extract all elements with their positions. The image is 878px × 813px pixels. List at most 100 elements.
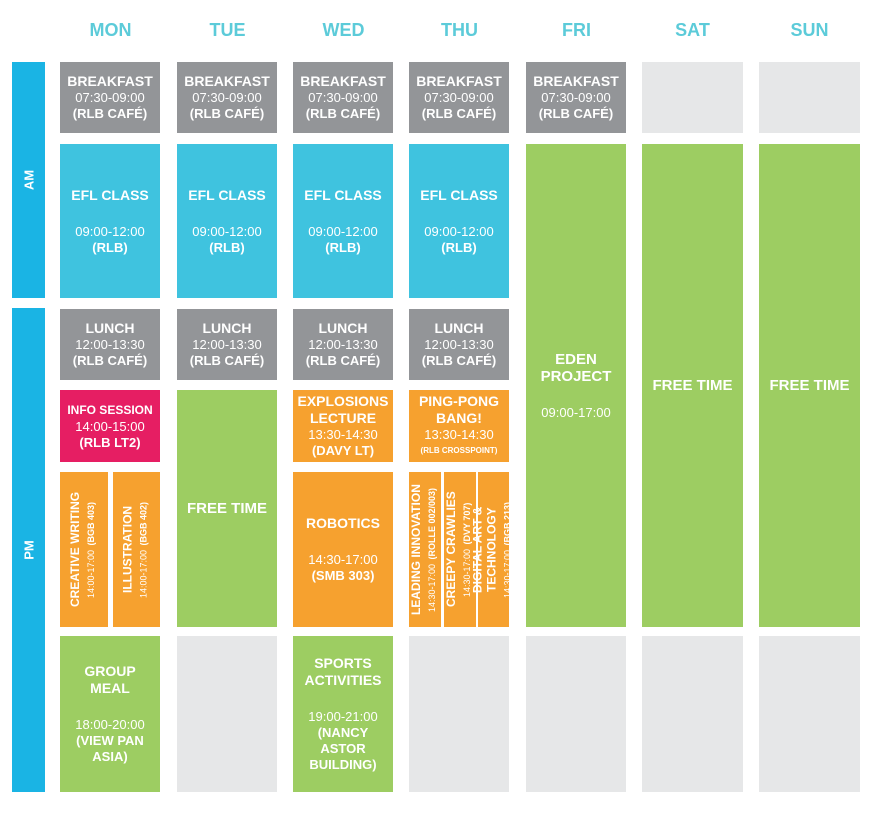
event-time: 14:30-17:00	[308, 552, 378, 567]
event-block: ILLUSTRATION 14:00-17:00 (BGB 402)	[113, 472, 160, 627]
event-place: (BGB 402)	[138, 501, 149, 546]
event-title: LUNCH	[85, 320, 135, 336]
day-header: MON	[60, 20, 161, 46]
event-time: 09:00-12:00	[75, 223, 145, 239]
day-header: SAT	[642, 20, 743, 46]
event-title: PING-PONG BANG!	[418, 393, 500, 426]
event-block: BREAKFAST 07:30-09:00 (RLB CAFÉ)	[60, 62, 160, 133]
event-place: (RLB)	[92, 239, 128, 255]
event-title: LUNCH	[202, 320, 252, 336]
event-place: (BGB 213)	[502, 501, 513, 546]
period-bar: PM	[12, 308, 45, 792]
event-time: 12:00-13:30	[424, 337, 494, 352]
event-title: CREATIVE WRITING	[68, 491, 82, 608]
event-title: BREAKFAST	[184, 73, 270, 89]
empty-slot	[642, 62, 743, 133]
event-time: 14:00-15:00	[75, 418, 145, 434]
event-title: EXPLOSIONS LECTURE	[297, 393, 389, 426]
day-header: SUN	[759, 20, 860, 46]
event-title: LUNCH	[318, 320, 368, 336]
event-time: 07:30-09:00	[75, 90, 145, 105]
event-place: (RLB CAFÉ)	[305, 106, 381, 121]
event-place: (RLB)	[441, 239, 477, 255]
event-block: ROBOTICS 14:30-17:00 (SMB 303)	[293, 472, 393, 627]
event-time: 09:00-12:00	[192, 223, 262, 239]
event-place: (ROLLE 002/003)	[427, 487, 437, 560]
day-label: SAT	[675, 20, 710, 40]
event-title: BREAKFAST	[300, 73, 386, 89]
event-details: 14:30-17:00 (BGB 213)	[499, 502, 517, 598]
event-time: 14:00-17:00	[138, 549, 149, 598]
empty-slot	[642, 636, 743, 792]
event-place: (RLB CROSSPOINT)	[420, 446, 498, 455]
event-title: FREE TIME	[652, 377, 733, 394]
event-time: 07:30-09:00	[541, 90, 611, 105]
period-label: PM	[21, 540, 36, 560]
event-time: 07:30-09:00	[424, 90, 494, 105]
event-block: GROUP MEAL 18:00-20:00 (VIEW PAN ASIA)	[60, 636, 160, 792]
empty-slot	[759, 62, 860, 133]
day-label: WED	[322, 20, 365, 40]
event-time: 12:00-13:30	[75, 337, 145, 352]
event-title: ROBOTICS	[306, 515, 380, 531]
event-time: 14:30-17:00	[427, 563, 437, 612]
event-place: (DAVY LT)	[311, 443, 375, 458]
day-label: FRI	[562, 20, 591, 40]
day-header: WED	[293, 20, 394, 46]
event-title: DIGITAL ART & TECHNOLOGY	[470, 506, 499, 593]
event-time: 18:00-20:00	[75, 717, 145, 732]
event-time: 14:30-17:00	[502, 549, 513, 598]
event-place: (SMB 303)	[311, 568, 375, 583]
event-time: 13:30-14:30	[308, 427, 378, 442]
day-header: TUE	[177, 20, 278, 46]
event-block: BREAKFAST 07:30-09:00 (RLB CAFÉ)	[177, 62, 277, 133]
event-time: 12:00-13:30	[192, 337, 262, 352]
event-time: 09:00-17:00	[541, 404, 611, 420]
period-bar: AM	[12, 62, 45, 298]
event-place: (VIEW PAN ASIA)	[76, 733, 144, 764]
event-title: BREAKFAST	[533, 73, 619, 89]
event-block: FREE TIME	[177, 390, 277, 627]
event-block: BREAKFAST 07:30-09:00 (RLB CAFÉ)	[409, 62, 509, 133]
event-block: LUNCH 12:00-13:30 (RLB CAFÉ)	[409, 309, 509, 380]
event-block: PING-PONG BANG! 13:30-14:30 (RLB CROSSPOIN…	[409, 390, 509, 462]
event-block: SPORTS ACTIVITIES 19:00-21:00 (NANCY ASTOR…	[293, 636, 393, 792]
empty-slot	[409, 636, 509, 792]
day-header: THU	[409, 20, 510, 46]
event-time: 09:00-12:00	[308, 223, 378, 239]
event-place: (RLB CAFÉ)	[72, 353, 148, 368]
event-place: (RLB CAFÉ)	[538, 106, 614, 121]
event-block: BREAKFAST 07:30-09:00 (RLB CAFÉ)	[526, 62, 626, 133]
event-block: FREE TIME	[642, 144, 743, 627]
event-time: 09:00-12:00	[424, 223, 494, 239]
event-details: 14:30-17:00 (ROLLE 002/003)	[423, 487, 441, 611]
event-place: (RLB CAFÉ)	[421, 106, 497, 121]
event-block: LEADING INNOVATION 14:30-17:00 (ROLLE 002…	[409, 472, 441, 627]
event-place: (RLB CAFÉ)	[189, 106, 265, 121]
event-block: FREE TIME	[759, 144, 860, 627]
event-block: LUNCH 12:00-13:30 (RLB CAFÉ)	[60, 309, 160, 380]
event-place: (BGB 403)	[86, 501, 96, 546]
event-block: BREAKFAST 07:30-09:00 (RLB CAFÉ)	[293, 62, 393, 133]
day-label: SUN	[790, 20, 829, 40]
event-block: EXPLOSIONS LECTURE 13:30-14:30 (DAVY LT)	[293, 390, 393, 462]
day-label: TUE	[209, 20, 246, 40]
empty-slot	[526, 636, 626, 792]
event-details: 14:00-17:00 (BGB 403)	[82, 502, 100, 598]
event-place: (RLB CAFÉ)	[72, 106, 148, 121]
event-block: INFO SESSION 14:00-15:00 (RLB LT2)	[60, 390, 160, 462]
event-title: LUNCH	[434, 320, 484, 336]
event-time: 19:00-21:00	[308, 709, 378, 724]
event-block: EFL CLASS 09:00-12:00 (RLB)	[293, 144, 393, 298]
day-label: MON	[89, 20, 132, 40]
event-title: INFO SESSION	[67, 402, 153, 417]
event-block: LUNCH 12:00-13:30 (RLB CAFÉ)	[177, 309, 277, 380]
event-title: EFL CLASS	[304, 186, 382, 203]
event-place: (RLB CAFÉ)	[421, 353, 497, 368]
event-title: FREE TIME	[769, 377, 850, 394]
event-time: 07:30-09:00	[192, 90, 262, 105]
event-title: SPORTS ACTIVITIES	[304, 655, 382, 688]
event-place: (NANCY ASTOR BUILDING)	[309, 725, 377, 772]
day-header: FRI	[526, 20, 627, 46]
